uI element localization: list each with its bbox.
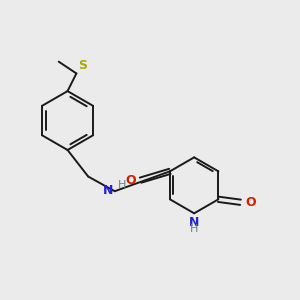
- Text: H: H: [118, 180, 126, 190]
- Text: O: O: [245, 196, 256, 209]
- Text: O: O: [125, 174, 136, 187]
- Text: N: N: [189, 216, 200, 229]
- Text: H: H: [190, 224, 198, 235]
- Text: N: N: [103, 184, 113, 197]
- Text: S: S: [78, 59, 87, 72]
